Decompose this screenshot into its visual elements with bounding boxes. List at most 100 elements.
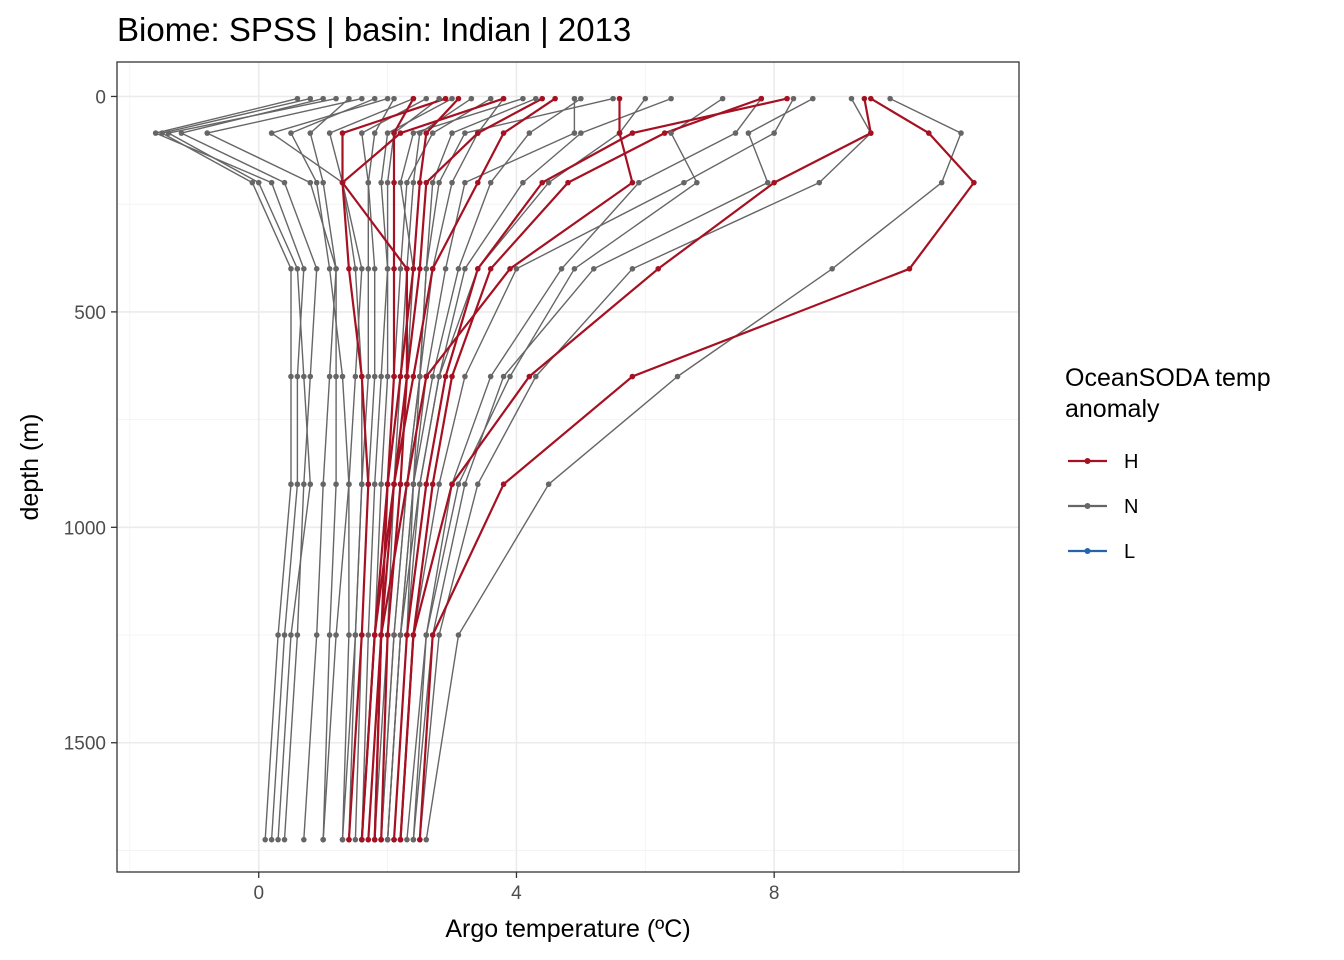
profile-point-H	[526, 373, 533, 380]
legend-title-line2: anomaly	[1065, 395, 1160, 423]
profile-point-N	[384, 95, 391, 102]
profile-point-N	[668, 130, 674, 136]
profile-point-N	[339, 836, 346, 843]
profile-point-H	[384, 481, 391, 488]
profile-point-N	[326, 373, 333, 380]
y-tick-label: 1000	[64, 518, 106, 539]
profile-point-H	[616, 130, 623, 136]
profile-line-H	[418, 97, 976, 840]
profile-point-N	[681, 179, 687, 186]
profile-point-N	[313, 632, 320, 638]
profile-point-N	[346, 481, 352, 488]
profile-point-N	[249, 179, 256, 186]
profile-point-H	[906, 266, 913, 272]
profile-point-H	[346, 836, 352, 843]
profile-point-N	[333, 373, 339, 380]
profile-point-N	[346, 632, 352, 638]
profile-point-H	[629, 130, 636, 136]
profile-point-H	[404, 266, 410, 272]
profile-point-N	[578, 130, 584, 136]
profile-point-N	[268, 836, 275, 843]
profile-point-N	[571, 95, 578, 102]
y-tick-label: 0	[95, 87, 106, 108]
profile-point-H	[500, 130, 507, 136]
profile-point-N	[294, 481, 301, 488]
profile-point-N	[307, 373, 314, 380]
profile-point-N	[384, 179, 391, 186]
profile-point-H	[423, 130, 430, 136]
profile-point-H	[971, 179, 977, 186]
profile-point-N	[423, 266, 430, 272]
x-axis-title: Argo temperature (ºC)	[445, 915, 690, 943]
profile-point-H	[475, 179, 481, 186]
profile-lines	[154, 97, 976, 840]
profile-point-H	[365, 836, 372, 843]
profile-point-H	[423, 179, 430, 186]
profile-point-N	[410, 836, 417, 843]
profile-point-H	[771, 179, 777, 186]
profile-point-H	[410, 266, 417, 272]
profile-point-N	[410, 481, 417, 488]
panel-border	[116, 61, 1020, 873]
profile-point-N	[532, 95, 539, 102]
profile-point-N	[352, 632, 359, 638]
profile-point-N	[436, 373, 442, 380]
profile-point-N	[417, 373, 423, 380]
profile-point-N	[301, 836, 307, 843]
x-tick-label: 0	[253, 883, 264, 904]
profile-point-N	[938, 179, 945, 186]
profile-point-N	[294, 632, 301, 638]
profile-point-N	[275, 632, 281, 638]
profile-point-N	[745, 130, 752, 136]
profile-point-H	[429, 632, 436, 638]
profile-point-N	[333, 266, 339, 272]
profile-point-N	[545, 179, 552, 186]
profile-point-H	[378, 632, 384, 638]
profile-point-H	[391, 481, 397, 488]
profile-point-N	[378, 179, 384, 186]
profile-point-N	[313, 266, 320, 272]
profile-point-N	[410, 130, 417, 136]
profile-point-N	[288, 373, 294, 380]
profile-point-H	[359, 836, 365, 843]
plot-panel	[116, 61, 1020, 873]
profile-point-N	[429, 373, 436, 380]
profile-point-N	[352, 373, 359, 380]
profile-point-N	[352, 266, 359, 272]
profile-point-N	[429, 179, 436, 186]
profile-line-N	[380, 98, 505, 840]
profile-point-N	[732, 130, 739, 136]
chart-title: Biome: SPSS | basin: Indian | 2013	[117, 11, 631, 48]
profile-point-N	[268, 130, 275, 136]
profile-point-N	[313, 179, 320, 186]
profile-line-H	[367, 98, 634, 840]
profile-line-H	[373, 98, 415, 840]
profile-point-H	[429, 266, 436, 272]
profile-point-N	[294, 266, 301, 272]
profile-point-N	[359, 95, 365, 102]
profile-point-H	[410, 632, 417, 638]
profile-point-N	[307, 130, 314, 136]
profile-line-H	[392, 97, 788, 840]
profile-point-N	[423, 95, 430, 102]
profile-line-H	[399, 97, 762, 840]
profile-line-N	[386, 97, 672, 840]
profile-point-H	[391, 836, 397, 843]
profile-point-N	[520, 179, 526, 186]
profile-point-N	[764, 179, 771, 186]
profile-point-H	[417, 836, 423, 843]
profile-point-N	[159, 130, 165, 136]
profile-point-H	[404, 481, 410, 488]
x-tick-label: 4	[511, 883, 522, 904]
profile-point-N	[333, 95, 339, 102]
profile-point-H	[861, 95, 868, 102]
profile-point-N	[417, 481, 423, 488]
profile-point-N	[571, 130, 578, 136]
profile-point-N	[307, 95, 314, 102]
profile-point-N	[674, 373, 681, 380]
profile-point-N	[436, 481, 442, 488]
profile-point-N	[397, 266, 404, 272]
profile-point-N	[301, 266, 307, 272]
profile-point-N	[610, 95, 616, 102]
